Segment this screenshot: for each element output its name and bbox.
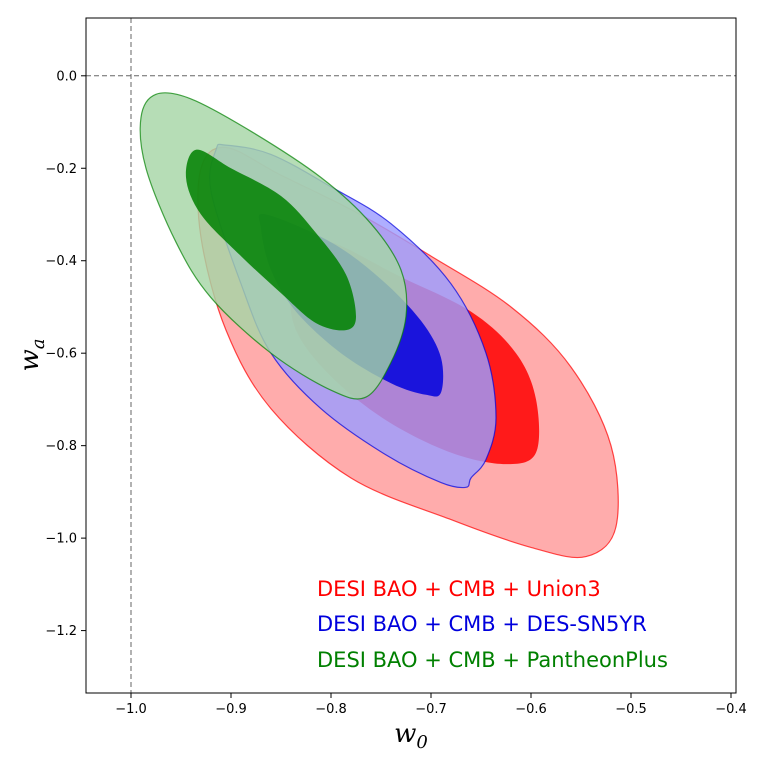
legend-entry-pantheonplus: DESI BAO + CMB + PantheonPlus — [317, 648, 668, 672]
x-tick-label: −0.9 — [215, 702, 247, 717]
y-tick-label: −0.2 — [45, 162, 77, 177]
plot-frame — [85, 17, 737, 694]
x-axis-title-main: w — [394, 719, 416, 749]
x-axis-title-subscript: 0 — [416, 732, 427, 753]
x-tick-label: −0.7 — [415, 702, 447, 717]
y-tick-label: 0.0 — [56, 69, 77, 84]
x-tick-label: −0.4 — [715, 702, 747, 717]
y-axis-title-main: w — [15, 349, 45, 371]
y-tick-label: −1.0 — [45, 532, 77, 547]
x-tick-label: −0.6 — [515, 702, 547, 717]
x-tick-label: −0.5 — [615, 702, 647, 717]
y-axis-title-subscript: a — [28, 339, 49, 350]
y-tick-label: −0.4 — [45, 254, 77, 269]
x-axis-ticks: −1.0 −0.9 −0.8 −0.7 −0.6 −0.5 −0.4 — [115, 693, 747, 717]
legend-entry-union3: DESI BAO + CMB + Union3 — [317, 577, 601, 601]
reference-lines — [86, 18, 736, 693]
x-tick-label: −1.0 — [115, 702, 147, 717]
y-tick-label: −0.6 — [45, 347, 77, 362]
contour-inner-pantheonplus — [185, 149, 356, 331]
contours-layer — [139, 92, 619, 559]
x-axis-title: w0 — [394, 719, 428, 753]
y-tick-label: −0.8 — [45, 439, 77, 454]
y-tick-label: −1.2 — [45, 624, 77, 639]
legend-entry-des-sn5yr: DESI BAO + CMB + DES-SN5YR — [317, 612, 647, 636]
y-axis-title: wa — [15, 339, 49, 372]
y-axis-ticks: 0.0 −0.2 −0.4 −0.6 −0.8 −1.0 −1.2 — [45, 69, 86, 639]
x-tick-label: −0.8 — [315, 702, 347, 717]
legend: DESI BAO + CMB + Union3 DESI BAO + CMB +… — [317, 577, 668, 672]
